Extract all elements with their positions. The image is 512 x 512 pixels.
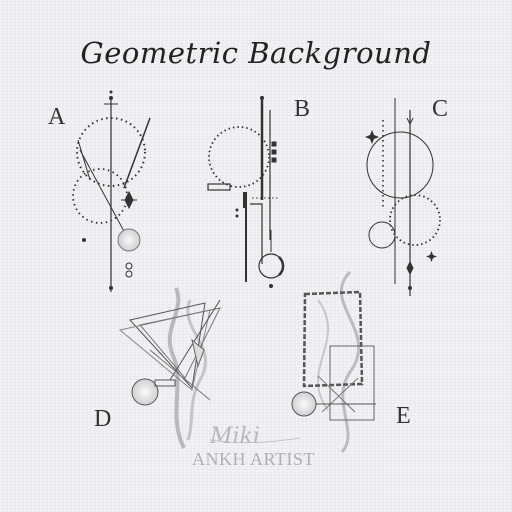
design-b <box>207 96 285 288</box>
design-label-c: C <box>432 96 449 122</box>
design-a <box>72 90 151 292</box>
design-label-e: E <box>396 403 411 429</box>
signature-watermark: Miki <box>210 424 260 449</box>
design-label-d: D <box>94 406 112 432</box>
brand-watermark: ANKH ARTIST <box>192 449 315 469</box>
design-c <box>365 98 441 296</box>
design-d <box>118 287 221 449</box>
design-label-a: A <box>48 104 66 130</box>
design-e <box>291 270 376 454</box>
signature-flourish <box>209 437 301 444</box>
page-title: Geometric Background <box>80 36 432 70</box>
design-label-b: B <box>294 96 311 122</box>
